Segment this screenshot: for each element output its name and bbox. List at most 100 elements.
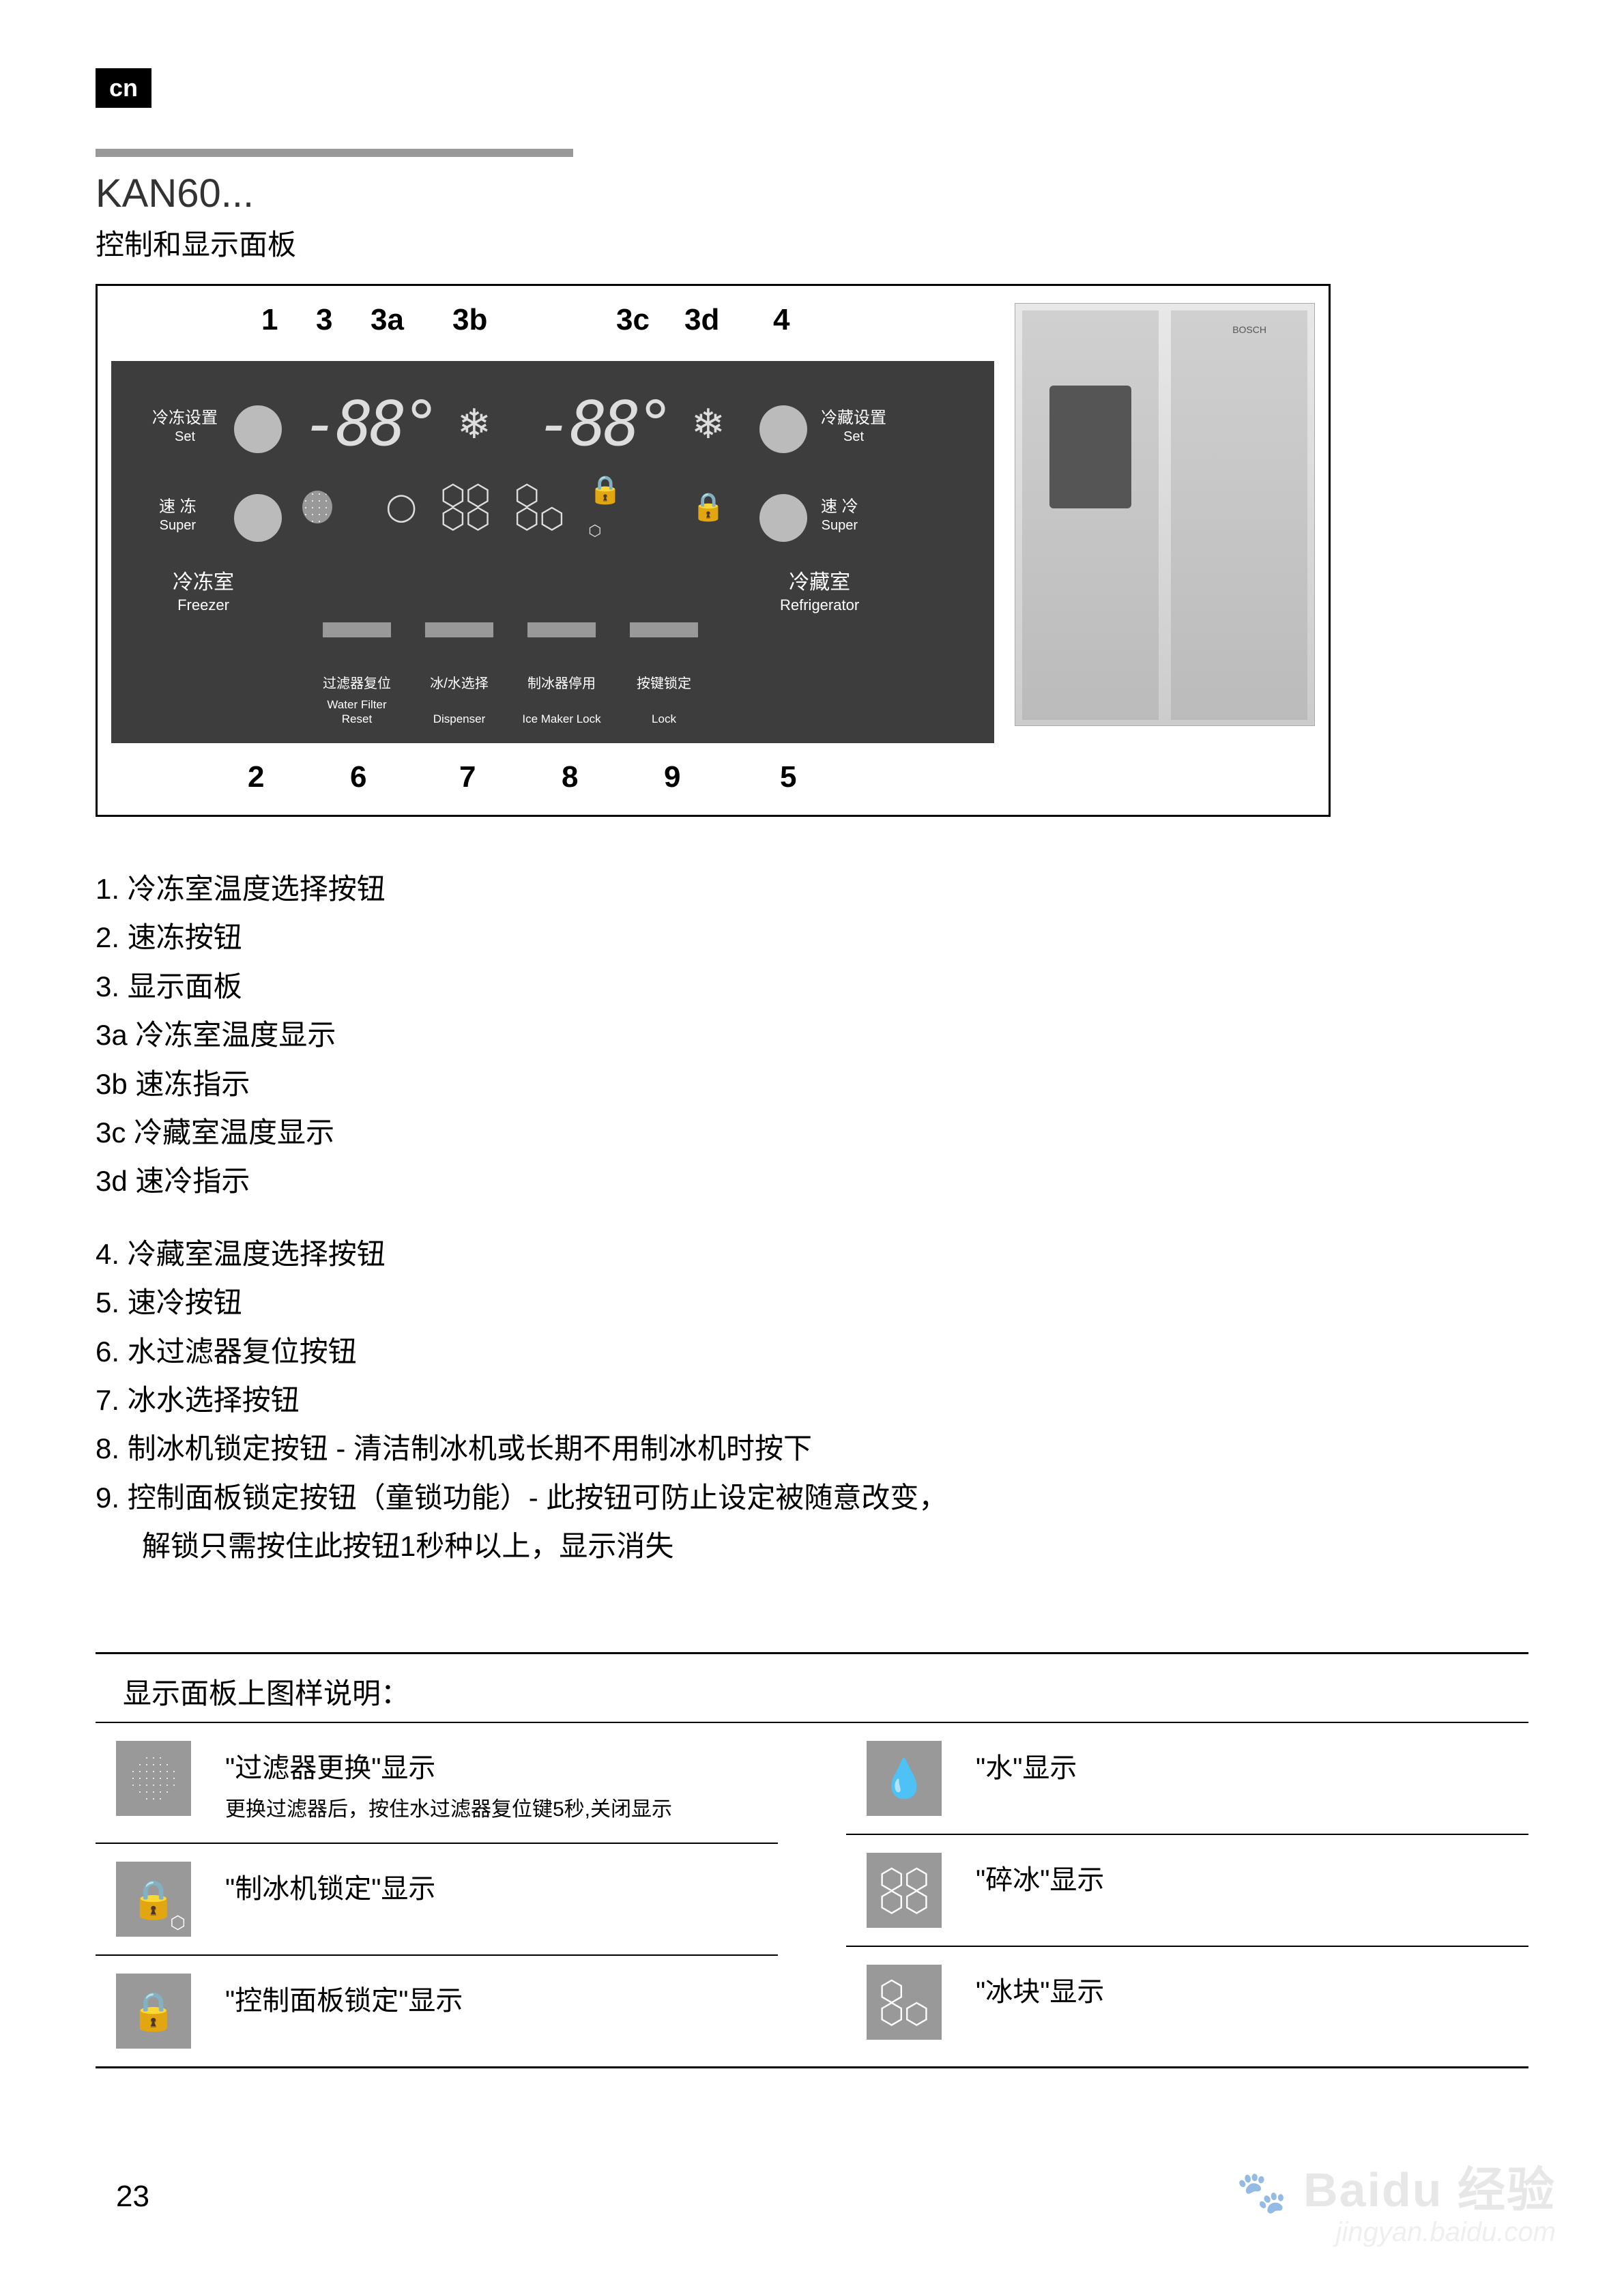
callout-1: 1: [261, 303, 278, 337]
control-panel-diagram: 1 3 3a 3b 3c 3d 4 冷冻设置Set 速 冻Super 冷冻室Fr…: [96, 284, 1331, 817]
callout-3b: 3b: [452, 303, 487, 337]
lock-label-en: Lock: [623, 712, 705, 726]
freezer-super-button[interactable]: [234, 494, 282, 542]
divider: [96, 2066, 1528, 2068]
fridge-dispenser: [1049, 386, 1131, 508]
control-panel: 冷冻设置Set 速 冻Super 冷冻室Freezer 冷藏设置Set 速 冷S…: [111, 361, 994, 743]
list-item: 3c 冷藏室温度显示: [96, 1108, 1528, 1157]
callout-9: 9: [664, 760, 680, 794]
icon-legend-title: 显示面板上图样说明：: [96, 1664, 1528, 1723]
fridge-image: BOSCH: [1015, 303, 1315, 726]
page-number: 23: [116, 2180, 149, 2214]
panel-wrap: 1 3 3a 3b 3c 3d 4 冷冻设置Set 速 冻Super 冷冻室Fr…: [111, 300, 994, 801]
legend-row: 🔒 "制冰机锁定"显示: [96, 1844, 778, 1956]
lock-label-cn: 按键锁定: [623, 676, 705, 692]
dispenser-label-en: Dispenser: [418, 712, 500, 726]
freezer-compartment-label: 冷冻室Freezer: [173, 569, 234, 616]
fridge-temp-display: -88°: [536, 388, 671, 460]
callout-3d: 3d: [684, 303, 719, 337]
fridge-set-button[interactable]: [759, 405, 807, 453]
top-callout-labels: 1 3 3a 3b 3c 3d 4: [111, 300, 994, 320]
dispenser-button[interactable]: [425, 622, 493, 637]
icemaker-lock-icon: 🔒⬡: [588, 474, 631, 540]
list-item: 3. 显示面板: [96, 962, 1528, 1011]
icemaker-lock-button[interactable]: [527, 622, 596, 637]
legend-row: 🔒 "控制面板锁定"显示: [96, 1956, 778, 2066]
list-item: 3d 速冷指示: [96, 1157, 1528, 1205]
panel-lock-icon: 🔒: [691, 491, 725, 523]
callout-6: 6: [350, 760, 366, 794]
subtitle: 控制和显示面板: [96, 222, 1528, 263]
legend-text: "碎冰"显示: [976, 1853, 1508, 1901]
fridge-door-left: [1022, 310, 1159, 720]
fridge-super-button[interactable]: [759, 494, 807, 542]
callout-list: 1. 冷冻室温度选择按钮 2. 速冻按钮 3. 显示面板 3a 冷冻室温度显示 …: [96, 865, 1528, 1570]
fridge-brand-label: BOSCH: [1232, 324, 1266, 335]
freezer-set-button[interactable]: [234, 405, 282, 453]
list-item: 4. 冷藏室温度选择按钮: [96, 1230, 1528, 1278]
legend-text: "制冰机锁定"显示: [225, 1862, 757, 1909]
icon-col-right: 💧 "水"显示 ⬡⬡⬡⬡ "碎冰"显示 ⬡⬡⬡ "冰块"显示: [846, 1723, 1528, 2066]
callout-4: 4: [773, 303, 789, 337]
legend-row: ⬡⬡⬡ "冰块"显示: [846, 1947, 1528, 2057]
water-drop-icon: ◯: [386, 491, 417, 523]
filter-reset-button[interactable]: [323, 622, 391, 637]
crushed-ice-icon: ⬡⬡⬡⬡: [441, 484, 491, 530]
icemaker-lock-legend-icon: 🔒: [116, 1862, 191, 1937]
legend-row: "过滤器更换"显示 更换过滤器后，按住水过滤器复位键5秒,关闭显示: [96, 1723, 778, 1844]
cube-ice-icon: ⬡⬡⬡: [514, 484, 564, 530]
list-item: 2. 速冻按钮: [96, 913, 1528, 962]
filter-change-icon: [116, 1741, 191, 1816]
callout-3: 3: [316, 303, 332, 337]
watermark-url: jingyan.baidu.com: [1336, 2217, 1556, 2248]
title-section: KAN60... 控制和显示面板: [96, 149, 1528, 263]
legend-text: "水"显示: [976, 1741, 1508, 1789]
filter-reset-label-en: Water Filter Reset: [316, 698, 398, 726]
bottom-callout-labels: 2 6 7 8 9 5: [111, 760, 994, 801]
water-legend-icon: 💧: [867, 1741, 942, 1816]
fridge-door-right: [1171, 310, 1307, 720]
title-bar: [96, 149, 573, 157]
cube-ice-legend-icon: ⬡⬡⬡: [867, 1965, 942, 2040]
list-item: 3b 速冻指示: [96, 1060, 1528, 1108]
icemaker-lock-label-en: Ice Maker Lock: [521, 712, 603, 726]
list-item: 7. 冰水选择按钮: [96, 1376, 1528, 1424]
legend-text: "过滤器更换"显示 更换过滤器后，按住水过滤器复位键5秒,关闭显示: [225, 1741, 757, 1825]
legend-text: "控制面板锁定"显示: [225, 1974, 757, 2021]
cool-snowflake-icon: ❄: [691, 401, 725, 448]
crushed-ice-legend-icon: ⬡⬡⬡⬡: [867, 1853, 942, 1928]
dispenser-label-cn: 冰/水选择: [418, 676, 500, 692]
callout-5: 5: [780, 760, 796, 794]
list-item: 解锁只需按住此按钮1秒种以上，显示消失: [96, 1522, 1528, 1570]
icon-legend-section: 显示面板上图样说明： "过滤器更换"显示 更换过滤器后，按住水过滤器复位键5秒,…: [96, 1652, 1528, 2068]
divider: [96, 1652, 1528, 1654]
list-item: 8. 制冰机锁定按钮 - 清洁制冰机或长期不用制冰机时按下: [96, 1424, 1528, 1473]
callout-3c: 3c: [616, 303, 650, 337]
icon-col-left: "过滤器更换"显示 更换过滤器后，按住水过滤器复位键5秒,关闭显示 🔒 "制冰机…: [96, 1723, 778, 2066]
filter-icon: [302, 491, 332, 523]
fridge-super-label: 速 冷Super: [821, 497, 858, 534]
language-badge: cn: [96, 68, 151, 108]
list-item: 3a 冷冻室温度显示: [96, 1011, 1528, 1059]
filter-reset-label-cn: 过滤器复位: [316, 676, 398, 692]
paw-icon: 🐾: [1236, 2169, 1289, 2215]
icemaker-lock-label-cn: 制冰器停用: [521, 676, 603, 692]
list-item: 9. 控制面板锁定按钮（童锁功能）- 此按钮可防止设定被随意改变，: [96, 1473, 1528, 1522]
freezer-set-label: 冷冻设置Set: [152, 409, 218, 445]
list-item: 5. 速冷按钮: [96, 1278, 1528, 1327]
legend-row: 💧 "水"显示: [846, 1723, 1528, 1835]
callout-8: 8: [562, 760, 578, 794]
callout-7: 7: [459, 760, 476, 794]
callout-3a: 3a: [371, 303, 404, 337]
freezer-super-label: 速 冻Super: [159, 497, 197, 534]
indicator-icons: ◯ ⬡⬡⬡⬡ ⬡⬡⬡ 🔒⬡ 🔒: [302, 474, 725, 540]
freeze-snowflake-icon: ❄: [457, 401, 491, 448]
fridge-compartment-label: 冷藏室Refrigerator: [780, 569, 859, 616]
list-item: 6. 水过滤器复位按钮: [96, 1327, 1528, 1376]
freezer-temp-display: -88°: [302, 388, 437, 460]
fridge-set-label: 冷藏设置Set: [821, 409, 886, 445]
legend-text: "冰块"显示: [976, 1965, 1508, 2012]
lock-button[interactable]: [630, 622, 698, 637]
display-center: -88° ❄ -88° ❄ ◯ ⬡⬡⬡⬡ ⬡⬡⬡ 🔒⬡ 🔒: [302, 388, 725, 540]
panel-lock-legend-icon: 🔒: [116, 1974, 191, 2049]
